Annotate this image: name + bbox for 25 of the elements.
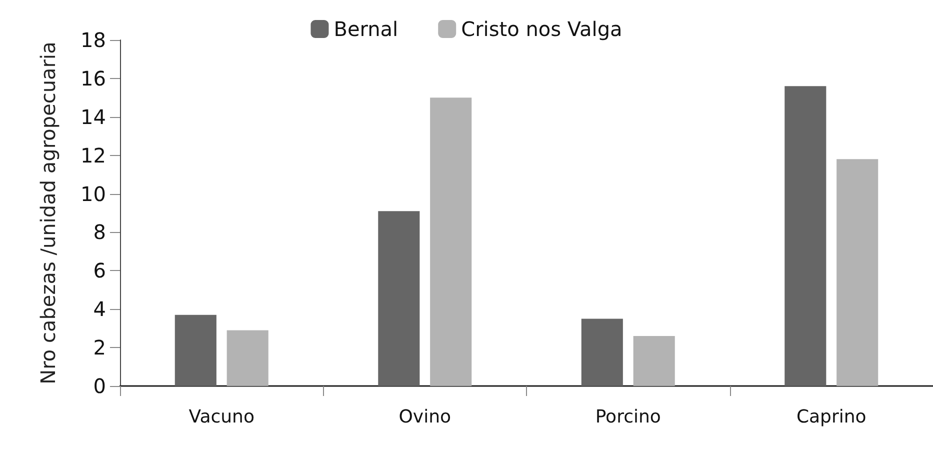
bar <box>174 314 216 386</box>
legend-label: Cristo nos Valga <box>461 17 622 41</box>
y-tick-label: 6 <box>93 258 106 283</box>
bar <box>430 98 472 386</box>
bar <box>633 336 675 386</box>
y-tick-label: 16 <box>80 66 106 90</box>
x-tick-label: Vacuno <box>188 406 254 428</box>
y-tick-label: 18 <box>80 28 106 52</box>
y-axis-title: Nro cabezas /unidad agropecuaria <box>36 42 60 384</box>
bar <box>581 318 623 386</box>
legend-label: Bernal <box>334 17 398 41</box>
x-tick-label: Porcino <box>595 406 661 428</box>
y-tick-label: 10 <box>80 182 106 206</box>
y-tick-label: 4 <box>93 297 106 322</box>
bar <box>378 211 420 386</box>
bar <box>226 330 268 386</box>
bar <box>784 86 826 386</box>
bar <box>836 159 878 386</box>
y-tick-label: 0 <box>93 374 106 398</box>
y-tick-label: 8 <box>93 220 106 244</box>
y-tick-label: 14 <box>80 104 106 129</box>
y-tick-label: 12 <box>80 143 106 168</box>
x-tick-label: Ovino <box>398 406 451 428</box>
x-tick-label: Caprino <box>796 406 866 428</box>
y-tick-label: 2 <box>93 336 106 360</box>
